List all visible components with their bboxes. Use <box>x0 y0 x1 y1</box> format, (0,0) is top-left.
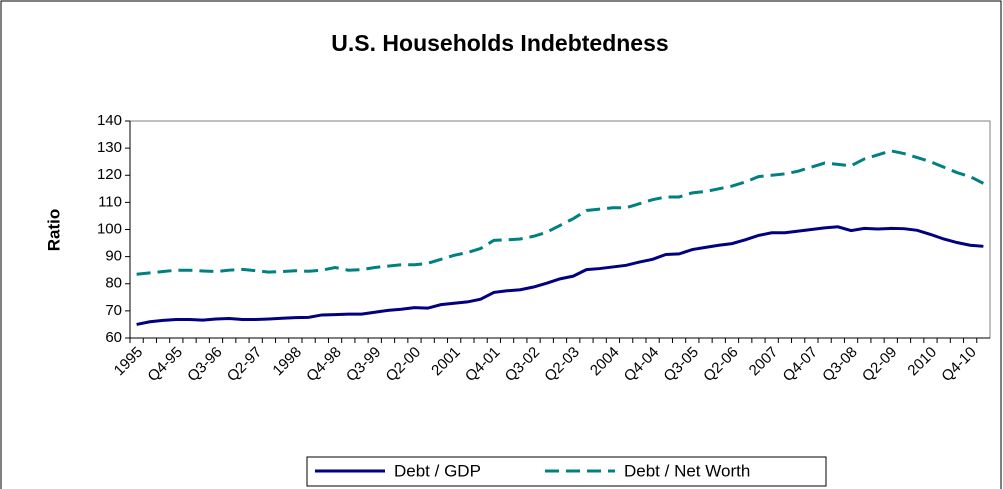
legend-label: Debt / GDP <box>394 461 481 480</box>
y-tick-label: 120 <box>97 166 122 183</box>
y-tick-label: 80 <box>105 275 122 292</box>
y-tick-label: 130 <box>97 139 122 156</box>
series-line <box>136 149 985 276</box>
y-tick-label: 140 <box>97 112 122 129</box>
y-tick-label: 110 <box>98 193 122 210</box>
y-tick-label: 60 <box>105 329 122 346</box>
y-tick-label: 70 <box>105 302 122 319</box>
chart-title: U.S. Households Indebtedness <box>331 30 668 56</box>
series-line <box>136 225 984 326</box>
y-tick-label: 100 <box>97 220 122 237</box>
y-tick-label: 90 <box>105 248 122 265</box>
y-axis-label: Ratio <box>44 209 63 252</box>
legend-label: Debt / Net Worth <box>624 461 750 480</box>
